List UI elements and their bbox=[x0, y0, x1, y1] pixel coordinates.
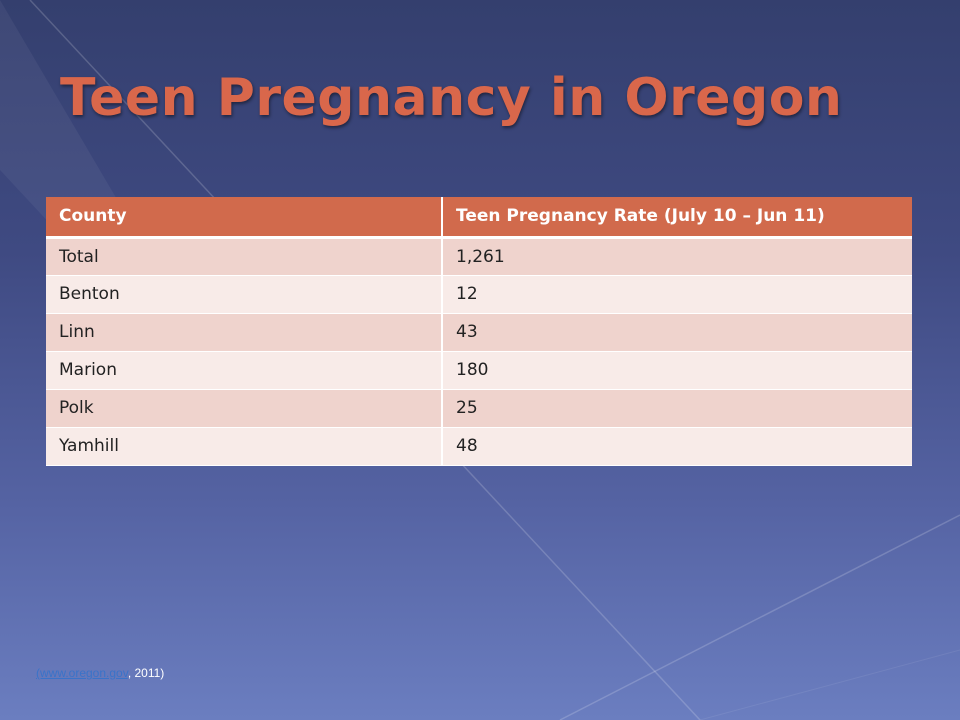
source-citation: (www.oregon.gov, 2011) bbox=[36, 666, 164, 680]
rate-cell: 43 bbox=[442, 313, 912, 352]
table-row: Benton 12 bbox=[46, 275, 912, 314]
rate-cell: 12 bbox=[442, 275, 912, 314]
county-rate-table: County Teen Pregnancy Rate (July 10 – Ju… bbox=[46, 197, 912, 466]
citation-link[interactable]: (www.oregon.gov bbox=[36, 666, 128, 680]
county-cell: Benton bbox=[46, 275, 443, 314]
column-header-county: County bbox=[46, 197, 443, 239]
rate-cell: 1,261 bbox=[442, 237, 912, 276]
rate-cell: 25 bbox=[442, 389, 912, 428]
county-cell: Polk bbox=[46, 389, 443, 428]
table-row: Yamhill 48 bbox=[46, 427, 912, 466]
slide-title: Teen Pregnancy in Oregon bbox=[60, 68, 843, 128]
column-header-rate: Teen Pregnancy Rate (July 10 – Jun 11) bbox=[442, 197, 912, 239]
rate-cell: 48 bbox=[442, 427, 912, 466]
rate-cell: 180 bbox=[442, 351, 912, 390]
table-row: Total 1,261 bbox=[46, 237, 912, 276]
table-row: Polk 25 bbox=[46, 389, 912, 428]
table-row: Marion 180 bbox=[46, 351, 912, 390]
table-header-row: County Teen Pregnancy Rate (July 10 – Ju… bbox=[46, 197, 912, 239]
county-cell: Marion bbox=[46, 351, 443, 390]
table-row: Linn 43 bbox=[46, 313, 912, 352]
county-cell: Yamhill bbox=[46, 427, 443, 466]
citation-suffix: , 2011) bbox=[127, 666, 165, 680]
county-cell: Linn bbox=[46, 313, 443, 352]
county-cell: Total bbox=[46, 237, 443, 276]
